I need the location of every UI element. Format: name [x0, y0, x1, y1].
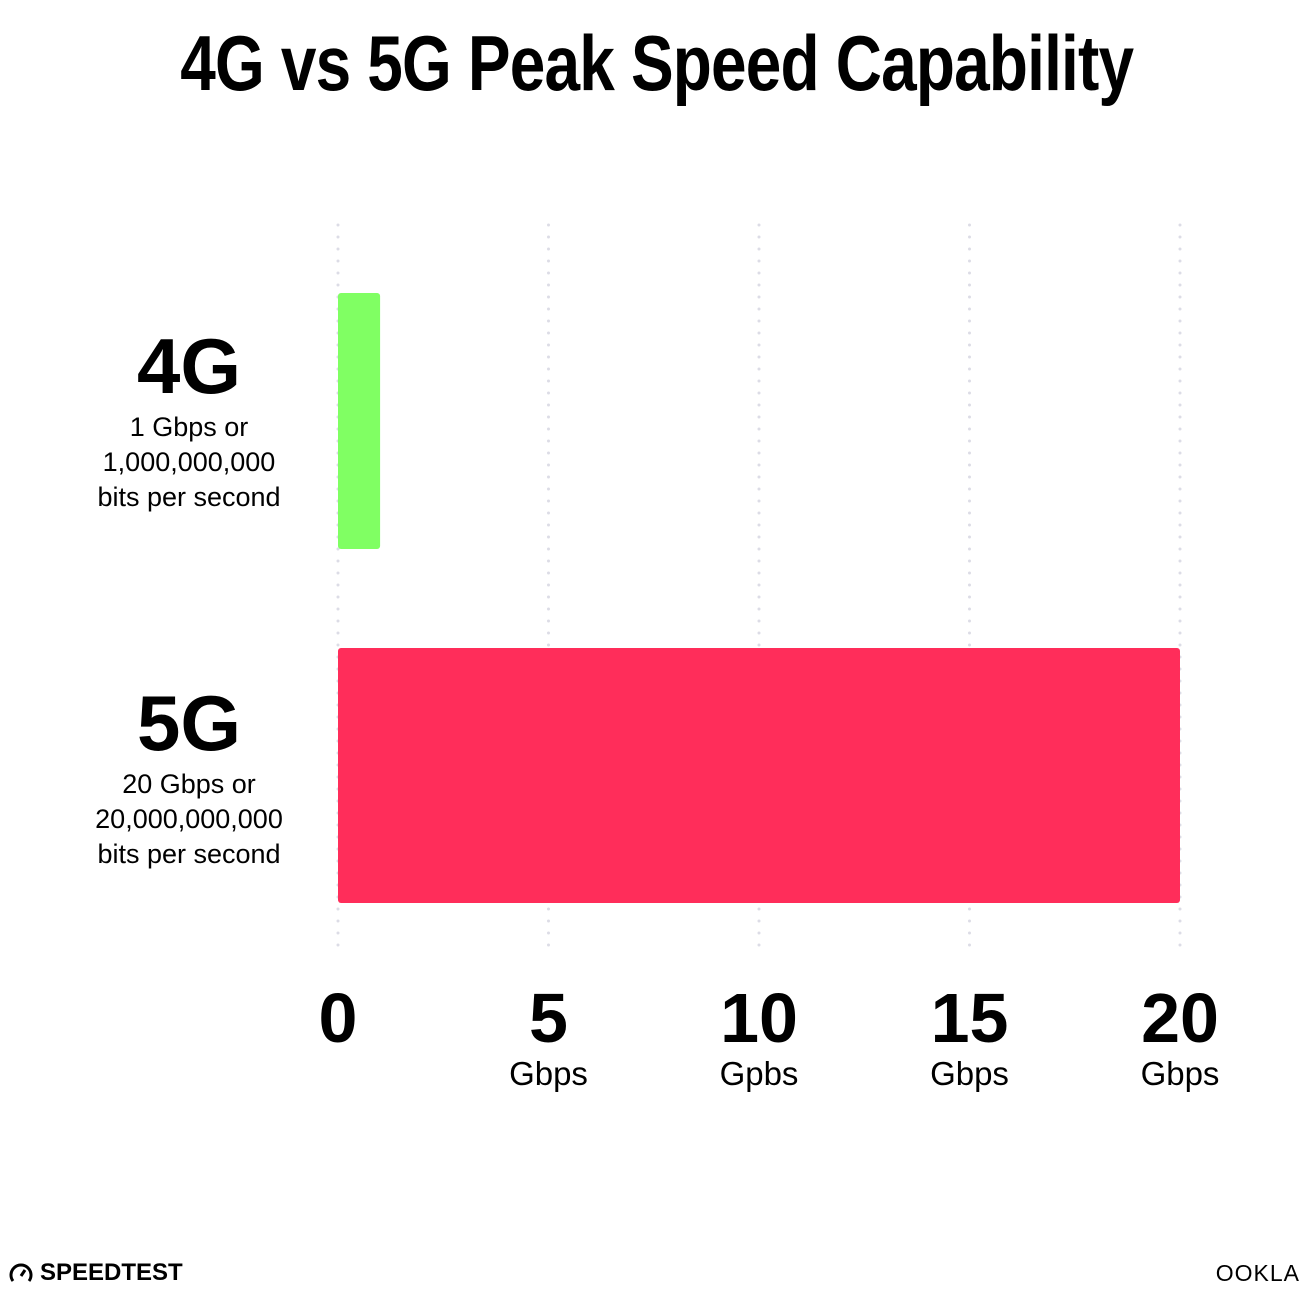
x-tick-label: 15 [931, 979, 1009, 1057]
x-tick-unit: Gbps [930, 1055, 1009, 1092]
category-label: 5G [137, 679, 241, 767]
x-tick-label: 0 [319, 979, 358, 1057]
x-tick-label: 20 [1141, 979, 1219, 1057]
category-sublabel: 20 Gbps or [122, 769, 256, 799]
x-tick-unit: Gpbs [720, 1055, 799, 1092]
chart-title: 4G vs 5G Peak Speed Capability [180, 19, 1134, 107]
x-tick-label: 5 [529, 979, 568, 1057]
category-sublabel: bits per second [97, 839, 280, 869]
x-tick-unit: Gbps [509, 1055, 588, 1092]
category-sublabel: 1,000,000,000 [103, 447, 276, 477]
category-sublabel: bits per second [97, 482, 280, 512]
speedtest-wordmark: SPEEDTEST [40, 1259, 183, 1286]
speedtest-logo: SPEEDTEST [8, 1259, 183, 1287]
x-tick-label: 10 [720, 979, 798, 1057]
ookla-logo: OOKLA [1215, 1260, 1300, 1286]
category-sublabel: 1 Gbps or [130, 412, 249, 442]
bar-4g [338, 293, 381, 549]
x-tick-unit: Gbps [1141, 1055, 1220, 1092]
category-label: 4G [137, 322, 241, 410]
category-sublabel: 20,000,000,000 [95, 804, 283, 834]
speedometer-icon [9, 1263, 33, 1282]
bar-5g [338, 648, 1180, 903]
